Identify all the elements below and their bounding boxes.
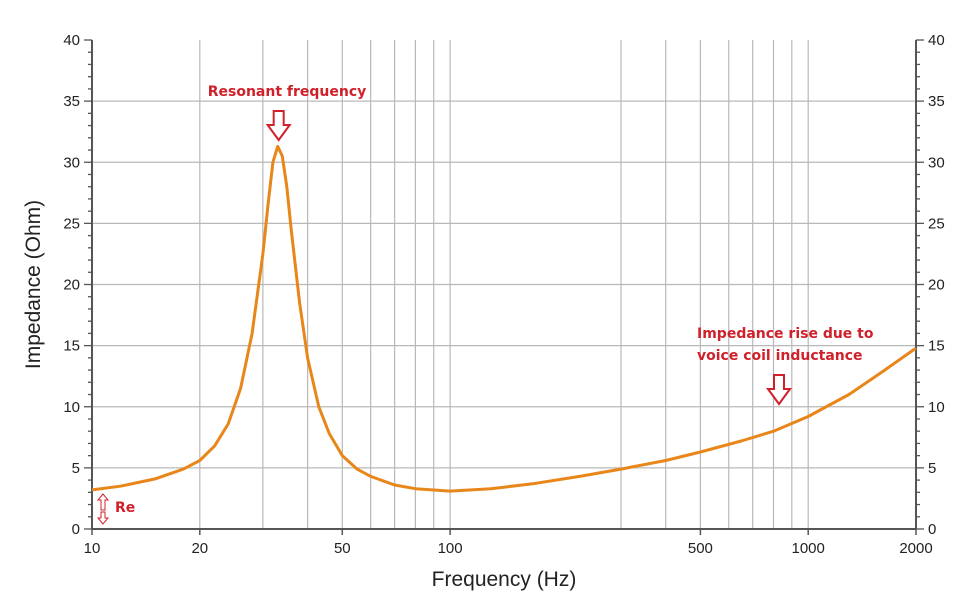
x-axis-label: Frequency (Hz) bbox=[432, 568, 577, 591]
x-tick-label: 1000 bbox=[792, 540, 825, 557]
re-double-arrow-icon bbox=[96, 493, 110, 525]
y-tick-label-right: 30 bbox=[928, 154, 945, 171]
down-arrow-icon bbox=[265, 110, 292, 142]
y-tick-label-right: 5 bbox=[928, 460, 936, 477]
x-tick-label: 50 bbox=[334, 540, 351, 557]
y-tick-label-left: 10 bbox=[63, 399, 80, 416]
y-tick-label-left: 40 bbox=[63, 32, 80, 49]
x-tick-label: 500 bbox=[688, 540, 713, 557]
x-tick-label: 100 bbox=[438, 540, 463, 557]
y-tick-label-left: 5 bbox=[72, 460, 80, 477]
y-tick-label-right: 40 bbox=[928, 32, 945, 49]
y-axis-label: Impedance (Ohm) bbox=[22, 200, 45, 369]
y-tick-label-right: 20 bbox=[928, 277, 945, 294]
x-tick-label: 20 bbox=[191, 540, 208, 557]
y-tick-label-right: 10 bbox=[928, 399, 945, 416]
y-tick-label-right: 35 bbox=[928, 93, 945, 110]
annotation-re: Re bbox=[115, 500, 135, 516]
y-tick-label-left: 25 bbox=[63, 215, 80, 232]
y-tick-label-left: 15 bbox=[63, 338, 80, 355]
y-tick-label-left: 35 bbox=[63, 93, 80, 110]
x-tick-label: 10 bbox=[84, 540, 101, 557]
down-arrow-icon bbox=[766, 374, 792, 406]
y-tick-label-left: 20 bbox=[63, 277, 80, 294]
annotation-resonant-frequency: Resonant frequency bbox=[208, 84, 367, 100]
y-tick-label-left: 30 bbox=[63, 154, 80, 171]
y-tick-label-right: 0 bbox=[928, 521, 936, 538]
annotation-inductance-line1: Impedance rise due to bbox=[697, 326, 874, 342]
annotation-inductance-line2: voice coil inductance bbox=[697, 348, 863, 364]
x-tick-label: 2000 bbox=[899, 540, 932, 557]
y-tick-label-right: 15 bbox=[928, 338, 945, 355]
y-tick-label-left: 0 bbox=[72, 521, 80, 538]
y-tick-label-right: 25 bbox=[928, 215, 945, 232]
impedance-line bbox=[91, 144, 917, 493]
